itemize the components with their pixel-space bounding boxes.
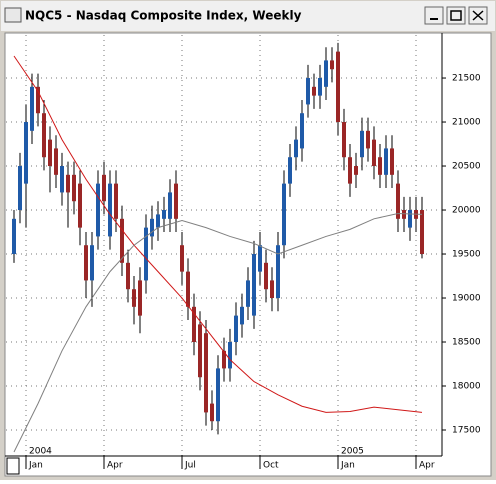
candle-body — [180, 245, 184, 272]
x-tick-label: Jul — [184, 461, 196, 471]
window-title: NQC5 - Nasdaq Composite Index, Weekly — [25, 9, 302, 23]
maximize-button[interactable] — [446, 6, 466, 25]
candle-body — [84, 245, 88, 281]
candle-body — [294, 139, 298, 158]
candle-body — [348, 157, 352, 184]
candle-body — [18, 166, 22, 211]
candle-body — [396, 183, 400, 219]
candle-body — [198, 324, 202, 378]
y-tick-label: 20500 — [452, 162, 481, 172]
candle-body — [60, 166, 64, 193]
title-bar — [1, 1, 495, 31]
x-tick-label: Jan — [28, 461, 43, 471]
maximize-icon — [450, 10, 462, 21]
y-tick-label: 21500 — [452, 74, 481, 84]
y-tick-label: 19000 — [452, 294, 481, 304]
candle-body — [252, 254, 256, 316]
candle-body — [66, 174, 70, 193]
plot: 17500 18000 18500 19000 19500 20000 20500 21000… — [6, 35, 481, 471]
candle-body — [24, 122, 28, 184]
candle-body — [204, 333, 208, 413]
x-tick-label: Jan — [340, 461, 355, 471]
corner-box — [6, 457, 20, 475]
moving-average — [13, 55, 423, 413]
candle-body — [240, 306, 244, 325]
candle-body — [162, 210, 166, 219]
moving-average — [13, 213, 423, 453]
candle-body — [282, 183, 286, 246]
candle-body — [108, 183, 112, 237]
candle-body — [264, 262, 268, 290]
chart-panel — [4, 32, 492, 477]
candle-body — [96, 183, 100, 237]
candle-body — [258, 245, 262, 272]
candle-body — [366, 130, 370, 149]
y-tick-label: 19500 — [452, 250, 481, 260]
candle-body — [36, 86, 40, 114]
candle-body — [360, 130, 364, 158]
x-tick-label: Oct — [263, 461, 279, 471]
candle-body — [390, 148, 394, 175]
candle-body — [132, 289, 136, 307]
window-buttons[interactable] — [424, 6, 488, 25]
minimize-button[interactable] — [424, 6, 444, 25]
y-tick-label: 20000 — [452, 206, 481, 216]
candle-body — [372, 139, 376, 167]
candle-body — [270, 280, 274, 299]
candle-body — [222, 350, 226, 369]
candle-body — [174, 183, 178, 219]
candle-body — [318, 78, 322, 96]
x-tick-label: Apr — [107, 461, 123, 471]
candle-body — [12, 218, 16, 255]
candle-body — [336, 51, 340, 123]
candle-body — [78, 183, 82, 228]
candle-body — [420, 210, 424, 255]
candle-body — [102, 174, 106, 202]
candle-body — [312, 86, 316, 96]
candle-body — [42, 113, 46, 158]
candle-body — [150, 218, 154, 237]
candle-body — [300, 113, 304, 149]
candle-body — [138, 280, 142, 316]
candle-body — [30, 86, 34, 131]
candle-body — [156, 214, 160, 228]
candle-body — [90, 245, 94, 281]
candle-body — [306, 78, 310, 105]
candle-body — [342, 122, 346, 158]
candle-body — [234, 315, 238, 343]
candle-body — [120, 218, 124, 263]
y-tick-label: 17500 — [452, 426, 481, 436]
candle-body — [354, 166, 358, 175]
x-tick-label: Apr — [419, 461, 435, 471]
candle-body — [408, 210, 412, 228]
candle-body — [216, 368, 220, 422]
candle-body — [114, 183, 118, 219]
window-icon — [4, 7, 22, 23]
candle-body — [144, 227, 148, 281]
y-tick-label: 21000 — [452, 118, 481, 128]
candle-body — [192, 306, 196, 343]
candle-body — [186, 271, 190, 307]
y-tick-label: 18000 — [452, 382, 481, 392]
year-label: 2005 — [341, 447, 364, 457]
close-icon — [472, 10, 484, 21]
candle-body — [54, 148, 58, 175]
y-tick-label: 18500 — [452, 338, 481, 348]
candle-body — [228, 342, 232, 369]
candle-body — [126, 262, 130, 290]
candle-body — [288, 157, 292, 184]
candle-body — [72, 174, 76, 202]
candle-body — [246, 280, 250, 307]
candle-body — [330, 60, 334, 70]
candle-body — [324, 60, 328, 87]
year-label: 2004 — [29, 447, 52, 457]
candle-body — [168, 192, 172, 219]
candle-body — [276, 245, 280, 299]
candle-body — [402, 210, 406, 219]
candle-body — [48, 139, 52, 167]
candle-body — [384, 148, 388, 175]
candle-body — [378, 157, 382, 175]
candle-body — [210, 403, 214, 422]
